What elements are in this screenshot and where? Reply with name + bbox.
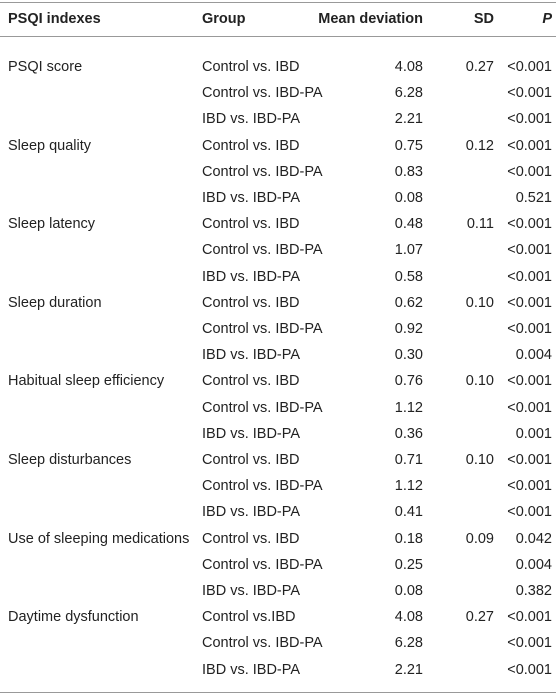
mean-cell: 0.92 [394, 321, 423, 337]
group-cell: Control vs. IBD [202, 452, 300, 468]
sd-cell: 0.27 [465, 59, 494, 75]
sd-cell: 0.11 [466, 216, 494, 233]
column-header: SD [473, 11, 494, 27]
group-cell: IBD vs. IBD-PA [202, 504, 301, 521]
group-cell: Control vs. IBD-PA [202, 163, 323, 180]
p-cell: <0.001 [507, 242, 552, 259]
sd-cell: 0.12 [465, 137, 494, 154]
group-cell: Control vs. IBD [202, 59, 300, 75]
mean-cell: 0.30 [394, 347, 423, 364]
p-cell: <0.001 [507, 452, 552, 468]
group-cell: Control vs. IBD [202, 137, 300, 154]
mean-cell: 2.21 [394, 661, 423, 678]
group-cell: Control vs. IBD-PA [202, 242, 323, 259]
mean-cell: 0.36 [394, 425, 423, 442]
mean-cell: 2.21 [394, 111, 423, 128]
p-cell: 0.521 [515, 190, 552, 206]
p-cell: <0.001 [507, 504, 552, 521]
index-name: Sleep quality [8, 137, 92, 154]
mean-cell: 0.08 [394, 583, 423, 599]
p-cell: <0.001 [507, 137, 552, 154]
p-cell: <0.001 [507, 268, 552, 285]
group-cell: Control vs.IBD [202, 609, 296, 626]
index-name: Use of sleeping medications [8, 530, 190, 547]
index-name: Sleep latency [8, 216, 96, 233]
p-cell: <0.001 [507, 163, 552, 180]
p-cell: <0.001 [507, 294, 552, 311]
p-cell: <0.001 [507, 85, 552, 102]
mean-cell: 0.76 [394, 373, 423, 390]
mean-cell: 1.12 [394, 478, 423, 495]
p-cell: <0.001 [507, 478, 552, 495]
group-cell: IBD vs. IBD-PA [202, 661, 301, 678]
column-header: PSQI indexes [8, 11, 101, 27]
p-cell: <0.001 [507, 635, 552, 652]
mean-cell: 0.75 [394, 137, 423, 154]
top-rule [0, 2, 556, 3]
index-name: Daytime dysfunction [8, 609, 139, 626]
group-cell: Control vs. IBD-PA [202, 556, 323, 573]
mean-cell: 1.12 [394, 399, 423, 416]
mean-cell: 0.25 [394, 556, 423, 573]
p-cell: <0.001 [507, 399, 552, 416]
column-header: Group [202, 11, 246, 27]
mean-cell: 0.48 [394, 216, 423, 233]
group-cell: IBD vs. IBD-PA [202, 268, 301, 285]
index-name: Habitual sleep efficiency [8, 373, 165, 390]
group-cell: Control vs. IBD [202, 530, 300, 547]
p-cell: <0.001 [507, 373, 552, 390]
mean-cell: 0.83 [394, 163, 423, 180]
group-cell: IBD vs. IBD-PA [202, 583, 301, 599]
mean-cell: 0.58 [394, 268, 423, 285]
p-cell: <0.001 [507, 661, 552, 678]
group-cell: Control vs. IBD [202, 373, 300, 390]
group-cell: IBD vs. IBD-PA [202, 425, 301, 442]
sd-cell: 0.10 [465, 294, 494, 311]
group-cell: Control vs. IBD [202, 294, 300, 311]
index-name: Sleep duration [8, 294, 102, 311]
header-rule [0, 36, 556, 37]
p-cell: 0.042 [515, 530, 552, 547]
mean-cell: 4.08 [394, 609, 423, 626]
bottom-rule [0, 692, 556, 693]
sd-cell: 0.09 [465, 530, 494, 547]
mean-cell: 0.62 [394, 294, 423, 311]
mean-cell: 0.08 [394, 190, 423, 206]
column-header: Mean deviation [318, 11, 423, 27]
group-cell: Control vs. IBD-PA [202, 399, 323, 416]
group-cell: Control vs. IBD [202, 216, 300, 233]
p-cell: 0.004 [515, 556, 552, 573]
mean-cell: 0.18 [394, 530, 423, 547]
p-cell: 0.001 [515, 425, 552, 442]
group-cell: IBD vs. IBD-PA [202, 347, 301, 364]
sd-cell: 0.10 [465, 373, 494, 390]
p-cell: <0.001 [507, 111, 552, 128]
mean-cell: 4.08 [394, 59, 423, 75]
group-cell: IBD vs. IBD-PA [202, 190, 301, 206]
mean-cell: 6.28 [394, 635, 423, 652]
index-name: PSQI score [8, 59, 83, 75]
p-cell: <0.001 [507, 609, 552, 626]
p-cell: 0.382 [515, 583, 552, 599]
p-cell: <0.001 [507, 216, 552, 233]
p-cell: 0.004 [515, 347, 552, 364]
mean-cell: 0.41 [394, 504, 423, 521]
group-cell: IBD vs. IBD-PA [202, 111, 301, 128]
group-cell: Control vs. IBD-PA [202, 321, 323, 337]
group-cell: Control vs. IBD-PA [202, 635, 323, 652]
mean-cell: 0.71 [394, 452, 423, 468]
sd-cell: 0.10 [465, 452, 494, 468]
index-name: Sleep disturbances [8, 452, 132, 468]
mean-cell: 1.07 [394, 242, 423, 259]
column-header: P [542, 11, 552, 27]
group-cell: Control vs. IBD-PA [202, 85, 323, 102]
mean-cell: 6.28 [394, 85, 423, 102]
sd-cell: 0.27 [465, 609, 494, 626]
group-cell: Control vs. IBD-PA [202, 478, 323, 495]
p-cell: <0.001 [507, 59, 552, 75]
p-cell: <0.001 [507, 321, 552, 337]
